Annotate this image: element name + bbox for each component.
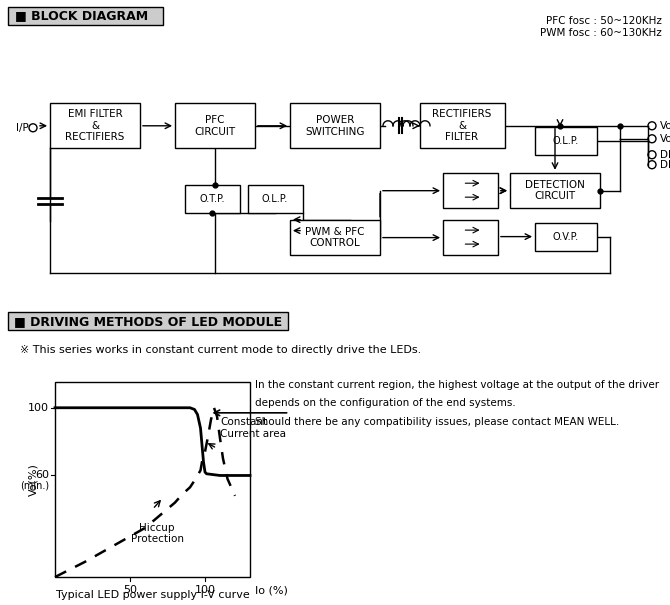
Text: DETECTION
CIRCUIT: DETECTION CIRCUIT: [525, 180, 585, 201]
Text: Io (%): Io (%): [255, 585, 288, 595]
Bar: [50, 103, 140, 148]
Bar: [175, 103, 255, 148]
Bar: [420, 103, 505, 148]
Text: I/P: I/P: [15, 123, 28, 132]
Text: Vo+: Vo+: [660, 121, 670, 131]
Text: 60: 60: [35, 471, 49, 480]
Text: 100: 100: [194, 585, 216, 595]
Text: DIM+: DIM+: [660, 150, 670, 160]
Bar: [55, 382, 250, 577]
Text: ■ BLOCK DIAGRAM: ■ BLOCK DIAGRAM: [15, 10, 148, 22]
Text: O.V.P.: O.V.P.: [553, 232, 579, 241]
Text: Typical LED power supply I-V curve: Typical LED power supply I-V curve: [56, 590, 249, 600]
Bar: [8, 7, 163, 25]
Text: ※ This series works in constant current mode to directly drive the LEDs.: ※ This series works in constant current …: [20, 345, 421, 355]
Bar: [248, 185, 303, 212]
Bar: [535, 127, 597, 155]
Bar: [443, 172, 498, 208]
Text: DIM-: DIM-: [660, 160, 670, 170]
Text: 100: 100: [28, 403, 49, 413]
Bar: [185, 185, 240, 212]
Text: Constant
Current area: Constant Current area: [220, 417, 287, 439]
Text: 50: 50: [123, 585, 137, 595]
Bar: [535, 223, 597, 250]
Text: RECTIFIERS
&
FILTER: RECTIFIERS & FILTER: [432, 109, 492, 142]
Text: (min.): (min.): [20, 480, 49, 491]
Text: ■ DRIVING METHODS OF LED MODULE: ■ DRIVING METHODS OF LED MODULE: [14, 315, 282, 328]
Text: POWER
SWITCHING: POWER SWITCHING: [306, 115, 364, 137]
Text: PFC
CIRCUIT: PFC CIRCUIT: [194, 115, 236, 137]
Text: Hiccup
Protection: Hiccup Protection: [131, 523, 184, 544]
Text: Vo(%): Vo(%): [28, 463, 38, 496]
Bar: [290, 103, 380, 148]
Text: depends on the configuration of the end systems.: depends on the configuration of the end …: [255, 398, 516, 408]
Bar: [290, 220, 380, 255]
Bar: [8, 313, 288, 330]
Bar: [443, 220, 498, 255]
Text: O.T.P.: O.T.P.: [199, 194, 224, 204]
Text: EMI FILTER
&
RECTIFIERS: EMI FILTER & RECTIFIERS: [65, 109, 125, 142]
Text: PWM & PFC
CONTROL: PWM & PFC CONTROL: [306, 227, 364, 249]
Text: In the constant current region, the highest voltage at the output of the driver: In the constant current region, the high…: [255, 381, 659, 390]
Text: O.L.P.: O.L.P.: [262, 194, 288, 204]
Text: Vo-: Vo-: [660, 134, 670, 144]
Text: Should there be any compatibility issues, please contact MEAN WELL.: Should there be any compatibility issues…: [255, 417, 619, 427]
Text: O.L.P.: O.L.P.: [553, 136, 579, 146]
Text: PFC fosc : 50~120KHz
PWM fosc : 60~130KHz: PFC fosc : 50~120KHz PWM fosc : 60~130KH…: [540, 16, 662, 38]
Bar: [510, 172, 600, 208]
